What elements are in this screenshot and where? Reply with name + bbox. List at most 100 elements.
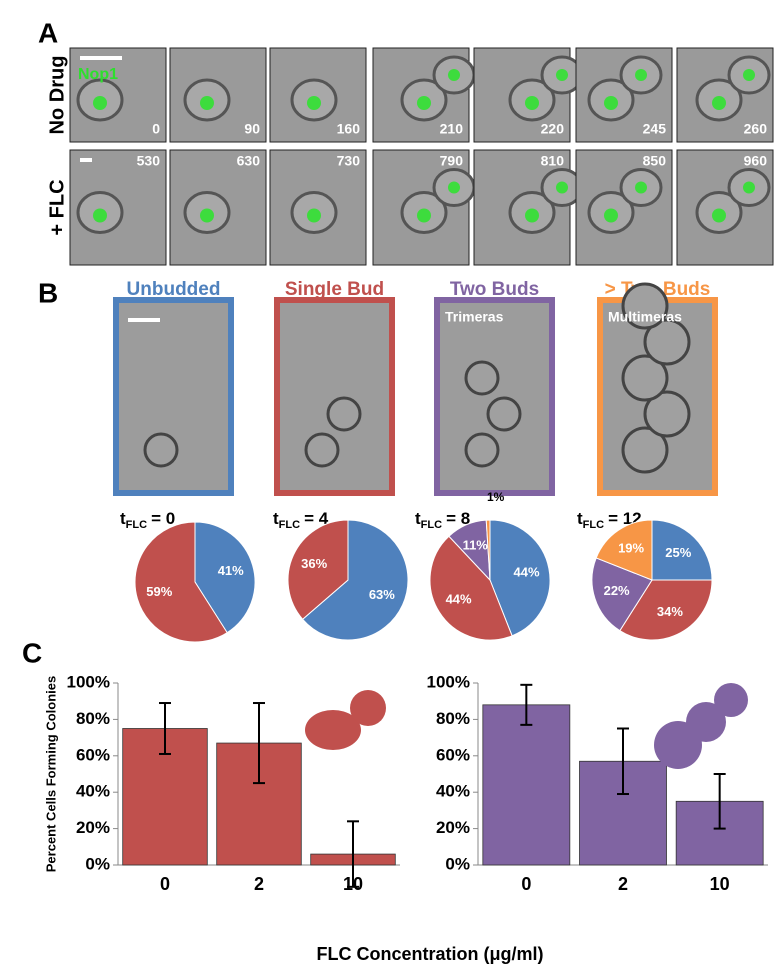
nucleus <box>712 96 726 110</box>
time-label: 530 <box>137 153 161 169</box>
y-tick-label: 80% <box>436 709 470 728</box>
x-tick-label: 0 <box>160 874 170 894</box>
nucleus <box>448 181 460 194</box>
panel-label: A <box>38 17 58 48</box>
time-label: 810 <box>541 153 565 169</box>
nucleus <box>556 181 568 194</box>
time-label: 245 <box>643 121 667 137</box>
pie-value-label: 63% <box>369 587 395 602</box>
pie-title-sub: FLC <box>421 519 442 531</box>
x-axis-label: FLC Concentration (μg/ml) <box>317 944 544 964</box>
time-label: 0 <box>152 121 160 137</box>
class-title: Two Buds <box>450 279 539 300</box>
nucleus <box>417 96 431 110</box>
y-tick-label: 20% <box>76 818 110 837</box>
y-tick-label: 40% <box>436 782 470 801</box>
time-label: 960 <box>744 153 768 169</box>
class-tag: Trimeras <box>445 309 504 325</box>
cell <box>464 432 500 468</box>
pie-title-t: t <box>120 509 126 528</box>
time-label: 730 <box>337 153 361 169</box>
pie-title-value: = 8 <box>446 509 470 528</box>
cell <box>643 318 691 366</box>
y-tick-label: 60% <box>436 745 470 764</box>
pie-title-t: t <box>415 509 421 528</box>
pie-title-t: t <box>577 509 583 528</box>
pie-slice <box>591 557 653 632</box>
cell <box>143 432 179 468</box>
pie-title-value: = 4 <box>304 509 329 528</box>
panel-label: C <box>22 637 42 668</box>
pie-title-sub: FLC <box>126 519 147 531</box>
time-label: 630 <box>237 153 261 169</box>
row-label: No Drug <box>46 56 68 135</box>
time-label: 220 <box>541 121 565 137</box>
x-tick-label: 10 <box>343 874 363 894</box>
y-tick-label: 0% <box>445 854 470 873</box>
cell-icon <box>350 690 386 726</box>
pie-slice <box>485 519 491 581</box>
pie-value-label: 11% <box>463 537 489 552</box>
nucleus <box>200 208 214 223</box>
pie-title: tFLC = 8 <box>415 509 470 530</box>
cell-icon <box>714 683 748 717</box>
row-label: + FLC <box>46 179 68 235</box>
nucleus <box>448 69 460 81</box>
class-image <box>274 297 395 496</box>
pie-value-label: 44% <box>446 591 472 606</box>
pie-value-label: 36% <box>301 556 327 571</box>
pie-title: tFLC = 0 <box>120 509 175 530</box>
pie-value-label: 59% <box>146 584 172 599</box>
pie-title-sub: FLC <box>279 519 300 531</box>
pie-slice <box>429 535 513 641</box>
pie-title-t: t <box>273 509 279 528</box>
nucleus <box>604 96 618 110</box>
pie-slice <box>134 521 228 643</box>
time-label: 90 <box>244 121 260 137</box>
nucleus <box>307 96 321 110</box>
y-tick-label: 60% <box>76 745 110 764</box>
time-label: 260 <box>744 121 768 137</box>
pie-value-label: 41% <box>218 563 244 578</box>
class-image <box>434 297 555 496</box>
pie-slice <box>489 519 551 637</box>
time-label: 160 <box>337 121 361 137</box>
pie-slice <box>595 519 653 581</box>
cell <box>464 360 500 396</box>
y-tick-label: 80% <box>76 709 110 728</box>
nucleus <box>417 208 431 223</box>
pie-value-label: 22% <box>604 583 630 598</box>
time-label: 210 <box>440 121 464 137</box>
pie-slice <box>287 519 349 620</box>
nucleus <box>200 96 214 110</box>
marker-label: Nop1 <box>78 66 118 83</box>
pie-title-sub: FLC <box>583 519 604 531</box>
pie-slice <box>301 519 409 641</box>
nucleus <box>635 181 647 194</box>
y-axis-label: Percent Cells Forming Colonies <box>43 676 58 873</box>
pie-value-label: 1% <box>487 490 505 504</box>
nucleus <box>307 208 321 223</box>
pie-value-label: 44% <box>514 564 540 579</box>
panel-label: B <box>38 277 58 308</box>
nucleus <box>93 96 107 110</box>
nucleus <box>525 96 539 110</box>
nucleus <box>635 69 647 81</box>
pie-slice <box>651 519 713 581</box>
x-tick-label: 2 <box>254 874 264 894</box>
bar <box>482 704 571 866</box>
y-tick-label: 100% <box>427 672 470 691</box>
nucleus <box>604 208 618 223</box>
x-tick-label: 0 <box>521 874 531 894</box>
x-tick-label: 2 <box>618 874 628 894</box>
class-title: Single Bud <box>285 279 384 300</box>
nucleus <box>556 69 568 81</box>
cell <box>326 396 362 432</box>
y-tick-label: 20% <box>436 818 470 837</box>
cell <box>621 282 669 330</box>
nucleus <box>525 208 539 223</box>
class-image <box>113 297 234 496</box>
pie-title: tFLC = 4 <box>273 509 329 530</box>
time-label: 850 <box>643 153 667 169</box>
